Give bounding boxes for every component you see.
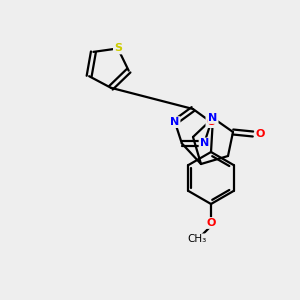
Text: N: N [200, 138, 209, 148]
Text: N: N [208, 113, 217, 123]
Text: CH₃: CH₃ [188, 234, 207, 244]
Text: S: S [114, 44, 122, 53]
Text: O: O [255, 129, 265, 139]
Text: O: O [206, 117, 216, 127]
Text: N: N [170, 117, 180, 127]
Text: O: O [206, 218, 216, 228]
